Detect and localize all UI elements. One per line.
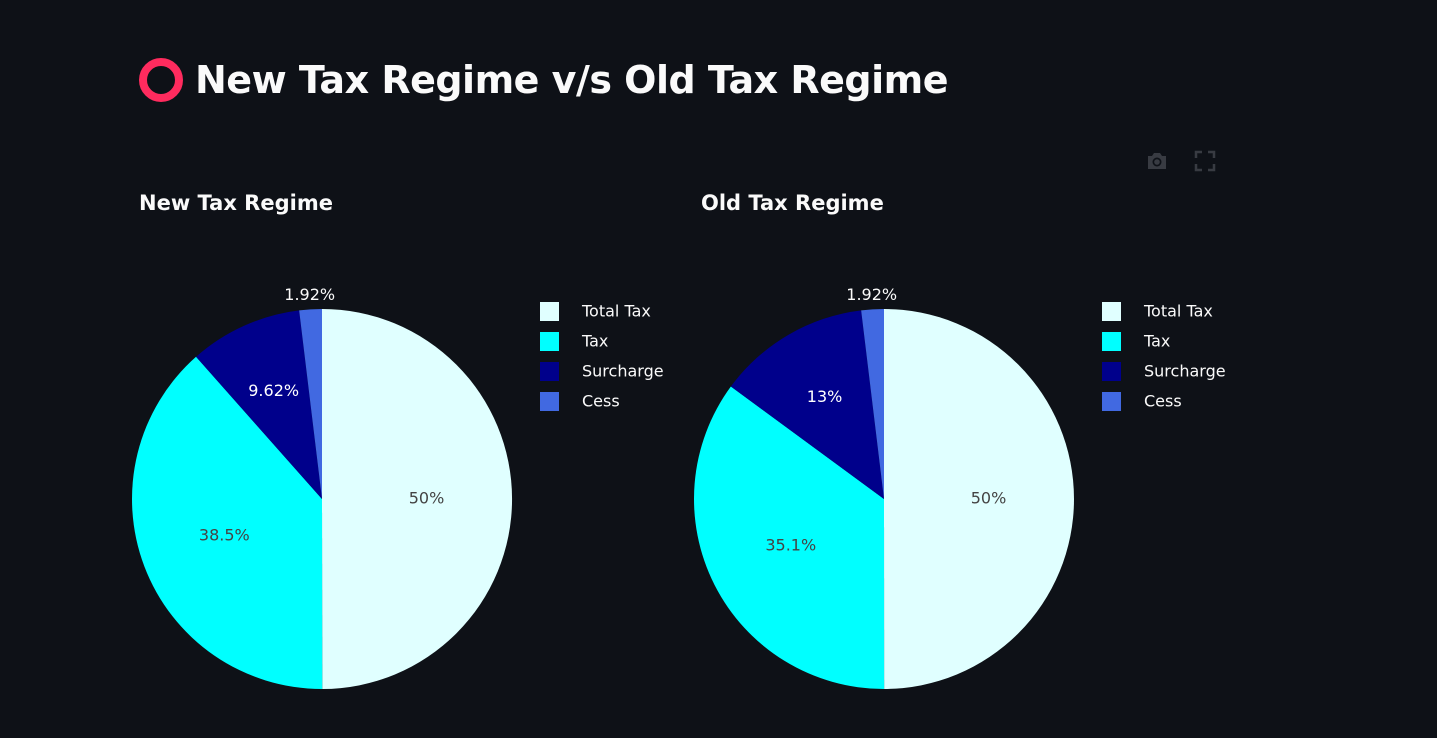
old-regime-slice-label: 13%	[807, 387, 843, 406]
camera-icon[interactable]	[1144, 148, 1170, 174]
new-regime-slice-cess[interactable]	[299, 309, 322, 499]
old-regime-slice-label: 1.92%	[846, 285, 897, 304]
red-circle-icon	[139, 58, 183, 102]
chart-modebar	[1144, 148, 1218, 174]
new-regime-legend-label[interactable]: Total Tax	[581, 302, 651, 321]
old-regime-slice-label: 35.1%	[765, 536, 816, 555]
new-regime-legend-label[interactable]: Tax	[581, 332, 608, 351]
new-regime-legend-swatch[interactable]	[540, 362, 559, 381]
old-regime-legend-swatch[interactable]	[1102, 332, 1121, 351]
new-regime-slice-label: 38.5%	[199, 526, 250, 545]
new-regime-legend-label[interactable]: Surcharge	[582, 362, 664, 381]
old-regime-legend-label[interactable]: Total Tax	[1143, 302, 1213, 321]
old-regime-legend-swatch[interactable]	[1102, 362, 1121, 381]
old-regime-slice-cess[interactable]	[861, 309, 884, 499]
new-regime-slice-total-tax[interactable]	[322, 309, 513, 689]
page-title-text: New Tax Regime v/s Old Tax Regime	[195, 58, 948, 102]
new-regime-legend-swatch[interactable]	[540, 332, 559, 351]
new-regime-slice-label: 9.62%	[248, 381, 299, 400]
new-regime-legend-label[interactable]: Cess	[582, 392, 620, 411]
old-regime-legend-swatch[interactable]	[1102, 392, 1121, 411]
page-title: New Tax Regime v/s Old Tax Regime	[139, 52, 948, 108]
fullscreen-icon[interactable]	[1192, 148, 1218, 174]
old-regime-slice-label: 50%	[971, 488, 1007, 507]
old-regime-slice-tax[interactable]	[694, 386, 885, 689]
old-regime-legend-label[interactable]: Tax	[1143, 332, 1170, 351]
old-regime-legend-swatch[interactable]	[1102, 302, 1121, 321]
new-regime-legend-swatch[interactable]	[540, 392, 559, 411]
new-regime-slice-label: 50%	[409, 488, 445, 507]
new-regime-slice-tax[interactable]	[131, 356, 323, 690]
old-regime-chart-title: Old Tax Regime	[701, 191, 884, 215]
new-regime-slice-surcharge[interactable]	[196, 310, 322, 499]
old-regime-slice-total-tax[interactable]	[884, 309, 1074, 689]
new-regime-legend-swatch[interactable]	[540, 302, 559, 321]
new-regime-chart-title: New Tax Regime	[139, 191, 333, 215]
old-regime-slice-surcharge[interactable]	[730, 310, 884, 499]
new-regime-slice-label: 1.92%	[284, 285, 335, 304]
old-regime-legend-label[interactable]: Surcharge	[1144, 362, 1226, 381]
old-regime-legend-label[interactable]: Cess	[1144, 392, 1182, 411]
